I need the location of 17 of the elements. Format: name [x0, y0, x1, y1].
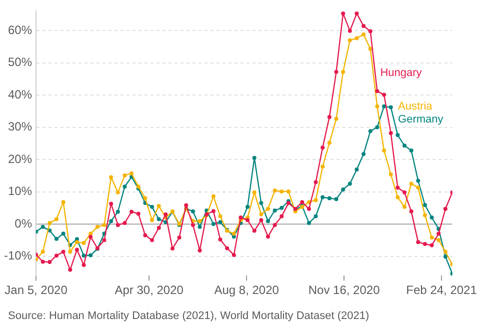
- y-tick-label: 20%: [8, 152, 32, 166]
- y-tick-label: 40%: [8, 87, 32, 102]
- x-tick-label: Aug 8, 2020: [214, 283, 280, 298]
- series-label: Hungary: [380, 67, 422, 80]
- y-tick-label: 10%: [8, 184, 32, 198]
- y-tick-label: 60%: [8, 22, 32, 37]
- source-note: Source: Human Mortality Database (2021), World Mortality Dataset (2021): [8, 310, 370, 322]
- x-tick-label: Nov 16, 2020: [308, 283, 380, 298]
- y-tick-label: -10%: [4, 248, 32, 263]
- y-tick-label: 0%: [14, 216, 32, 230]
- x-tick-label: Apr 30, 2020: [114, 283, 184, 298]
- y-tick-label: 50%: [8, 55, 32, 70]
- series-label: Germany: [398, 113, 444, 126]
- series-label: Austria: [398, 100, 434, 112]
- x-tick-label: Feb 24, 2021: [406, 283, 478, 298]
- x-tick-label: Jan 5, 2020: [4, 283, 68, 298]
- y-tick-label: 30%: [8, 120, 32, 134]
